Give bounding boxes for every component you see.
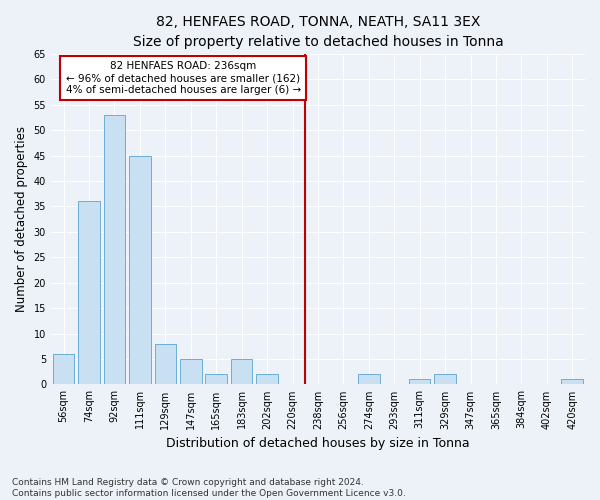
X-axis label: Distribution of detached houses by size in Tonna: Distribution of detached houses by size … bbox=[166, 437, 470, 450]
Y-axis label: Number of detached properties: Number of detached properties bbox=[15, 126, 28, 312]
Bar bbox=[434, 374, 456, 384]
Text: 82 HENFAES ROAD: 236sqm
← 96% of detached houses are smaller (162)
4% of semi-de: 82 HENFAES ROAD: 236sqm ← 96% of detache… bbox=[65, 62, 301, 94]
Bar bbox=[129, 156, 151, 384]
Bar bbox=[409, 380, 430, 384]
Bar bbox=[78, 202, 100, 384]
Bar bbox=[256, 374, 278, 384]
Bar bbox=[155, 344, 176, 384]
Bar bbox=[104, 115, 125, 384]
Title: 82, HENFAES ROAD, TONNA, NEATH, SA11 3EX
Size of property relative to detached h: 82, HENFAES ROAD, TONNA, NEATH, SA11 3EX… bbox=[133, 15, 503, 48]
Bar bbox=[205, 374, 227, 384]
Bar bbox=[231, 359, 253, 384]
Bar bbox=[53, 354, 74, 384]
Bar bbox=[562, 380, 583, 384]
Bar bbox=[358, 374, 380, 384]
Text: Contains HM Land Registry data © Crown copyright and database right 2024.
Contai: Contains HM Land Registry data © Crown c… bbox=[12, 478, 406, 498]
Bar bbox=[180, 359, 202, 384]
